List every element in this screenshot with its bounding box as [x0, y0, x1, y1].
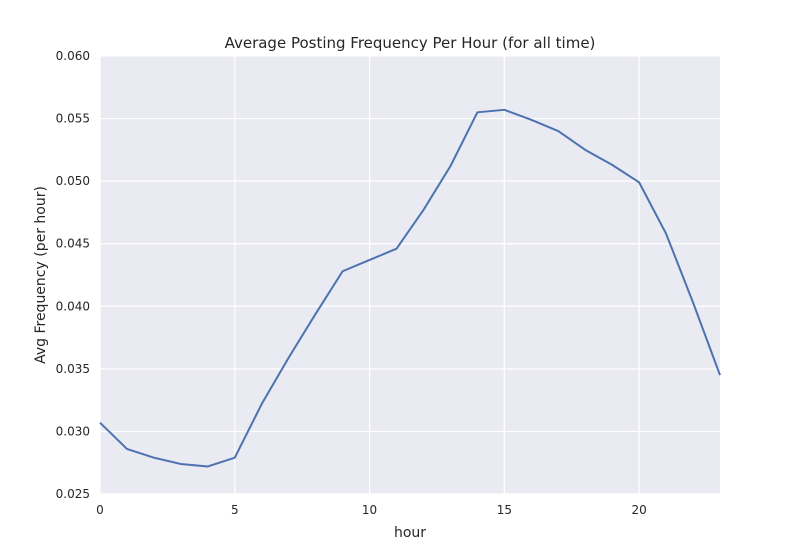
x-tick-label: 15	[497, 503, 512, 517]
plot-area	[100, 56, 720, 494]
data-point	[448, 164, 453, 169]
data-point	[718, 373, 723, 378]
data-point	[475, 110, 480, 115]
data-point	[502, 107, 507, 112]
data-point	[124, 446, 129, 451]
data-point	[610, 162, 615, 167]
tick-labels: 0 5 10 15 20 0.025 0.030 0.035 0.040 0.045 0.050 0.…	[56, 49, 647, 517]
x-axis-label: hour	[394, 525, 426, 541]
data-point	[556, 129, 561, 134]
x-tick-label: 20	[631, 503, 646, 517]
data-point	[691, 300, 696, 305]
y-tick-label: 0.055	[56, 112, 90, 126]
y-tick-label: 0.050	[56, 174, 90, 188]
y-tick-label: 0.060	[56, 49, 90, 63]
data-point	[259, 401, 264, 406]
data-point	[529, 117, 534, 122]
data-point	[340, 269, 345, 274]
data-point	[313, 311, 318, 316]
x-tick-label: 5	[231, 503, 239, 517]
data-point	[367, 257, 372, 262]
data-point	[151, 455, 156, 460]
y-tick-label: 0.040	[56, 299, 90, 313]
series-layer	[98, 107, 723, 469]
data-point	[98, 420, 103, 425]
x-tick-label: 0	[96, 503, 104, 517]
data-point	[664, 231, 669, 236]
data-point	[232, 455, 237, 460]
data-point	[637, 180, 642, 185]
data-point	[394, 246, 399, 251]
series-line	[99, 108, 721, 468]
chart-title: Average Posting Frequency Per Hour (for …	[225, 34, 596, 52]
y-tick-label: 0.035	[56, 362, 90, 376]
x-tick-label: 10	[362, 503, 377, 517]
grid-lines	[99, 55, 720, 495]
data-point	[286, 355, 291, 360]
y-tick-label: 0.030	[56, 424, 90, 438]
data-point	[583, 147, 588, 152]
data-point	[205, 464, 210, 469]
y-axis-label: Avg Frequency (per hour)	[33, 186, 49, 364]
y-tick-label: 0.045	[56, 237, 90, 251]
data-point	[178, 461, 183, 466]
data-point	[421, 207, 426, 212]
y-tick-label: 0.025	[56, 487, 90, 501]
